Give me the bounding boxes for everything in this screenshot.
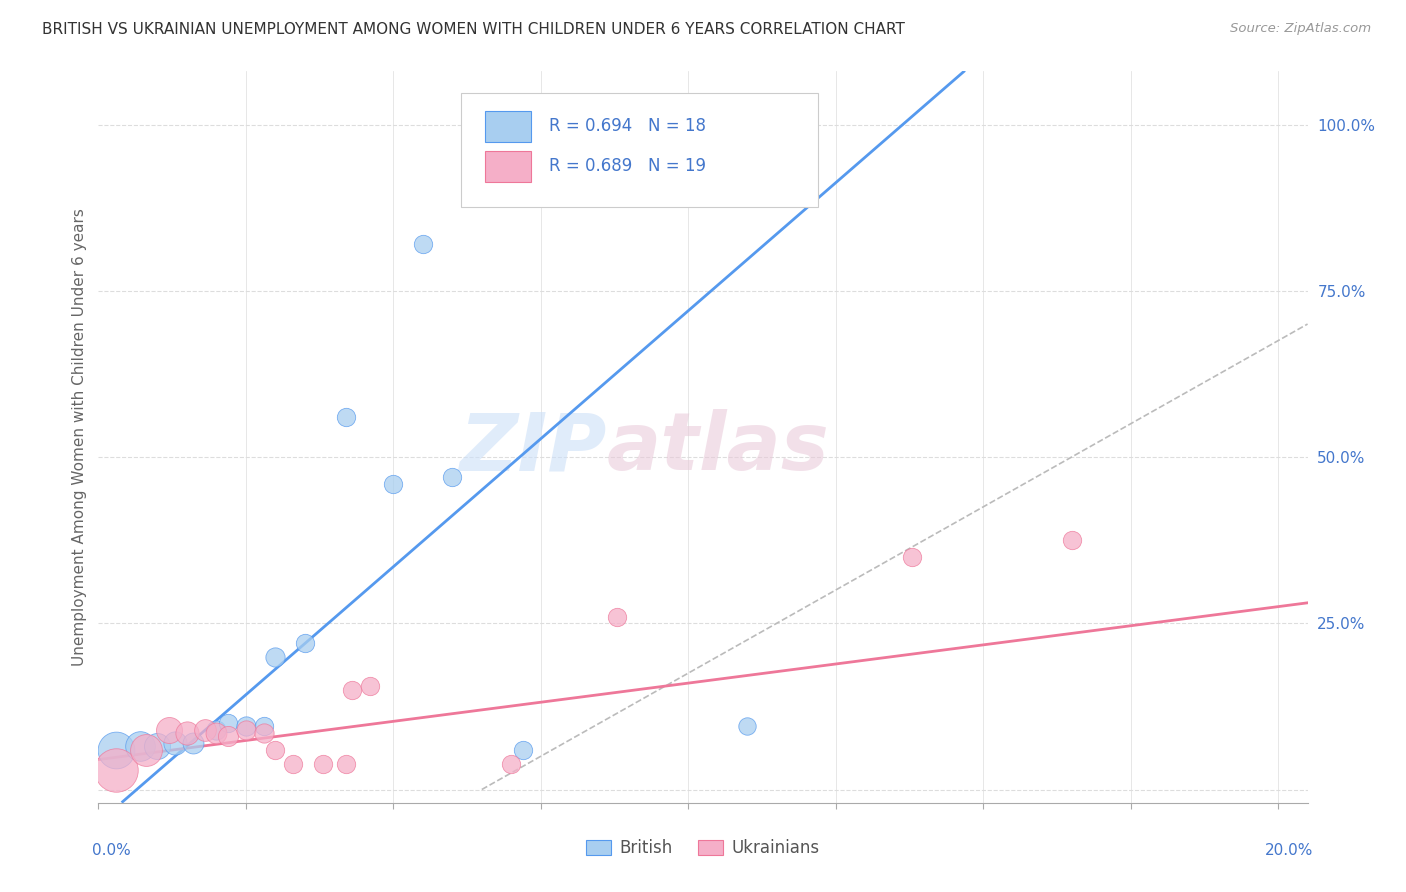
Point (194, 723, 217, 737)
Point (501, 757, 523, 772)
Text: atlas: atlas (606, 409, 830, 487)
Point (589, 137, 612, 152)
Text: Source: ZipAtlas.com: Source: ZipAtlas.com (1230, 22, 1371, 36)
Text: BRITISH VS UKRAINIAN UNEMPLOYMENT AMONG WOMEN WITH CHILDREN UNDER 6 YEARS CORREL: BRITISH VS UKRAINIAN UNEMPLOYMENT AMONG … (42, 22, 905, 37)
Point (294, 636, 316, 650)
Point (359, 680, 381, 694)
Point (157, 723, 180, 737)
Text: R = 0.689   N = 19: R = 0.689 N = 19 (550, 158, 706, 176)
Y-axis label: Unemployment Among Women with Children Under 6 years: Unemployment Among Women with Children U… (72, 208, 87, 666)
Text: ZIP: ZIP (458, 409, 606, 487)
Point (217, 716, 239, 731)
Point (235, 723, 257, 737)
Point (176, 726, 198, 740)
Point (105, 742, 128, 756)
Point (382, 476, 405, 491)
Text: 20.0%: 20.0% (1265, 843, 1313, 858)
FancyBboxPatch shape (485, 151, 531, 182)
Point (205, 726, 228, 740)
Point (252, 726, 274, 740)
Legend: British, Ukrainians: British, Ukrainians (579, 832, 827, 864)
FancyBboxPatch shape (485, 111, 531, 142)
Point (340, 682, 363, 697)
Point (105, 763, 128, 777)
Point (441, 470, 464, 484)
Text: R = 0.694   N = 18: R = 0.694 N = 18 (550, 117, 706, 136)
Point (512, 742, 534, 756)
Point (217, 729, 239, 743)
Point (735, 719, 758, 733)
Point (205, 723, 228, 737)
Point (146, 739, 169, 754)
Point (311, 757, 333, 772)
Point (335, 757, 357, 772)
Point (901, 549, 924, 564)
Point (235, 719, 257, 733)
Point (165, 736, 187, 750)
Text: 0.0%: 0.0% (93, 843, 131, 858)
Point (264, 742, 287, 756)
Point (281, 757, 304, 772)
Point (606, 609, 628, 624)
Point (1060, 533, 1083, 548)
Point (412, 237, 434, 252)
Point (252, 719, 274, 733)
Point (135, 742, 157, 756)
Point (181, 736, 204, 750)
Point (264, 649, 287, 664)
FancyBboxPatch shape (461, 94, 818, 207)
Point (128, 739, 150, 754)
Point (335, 410, 357, 425)
